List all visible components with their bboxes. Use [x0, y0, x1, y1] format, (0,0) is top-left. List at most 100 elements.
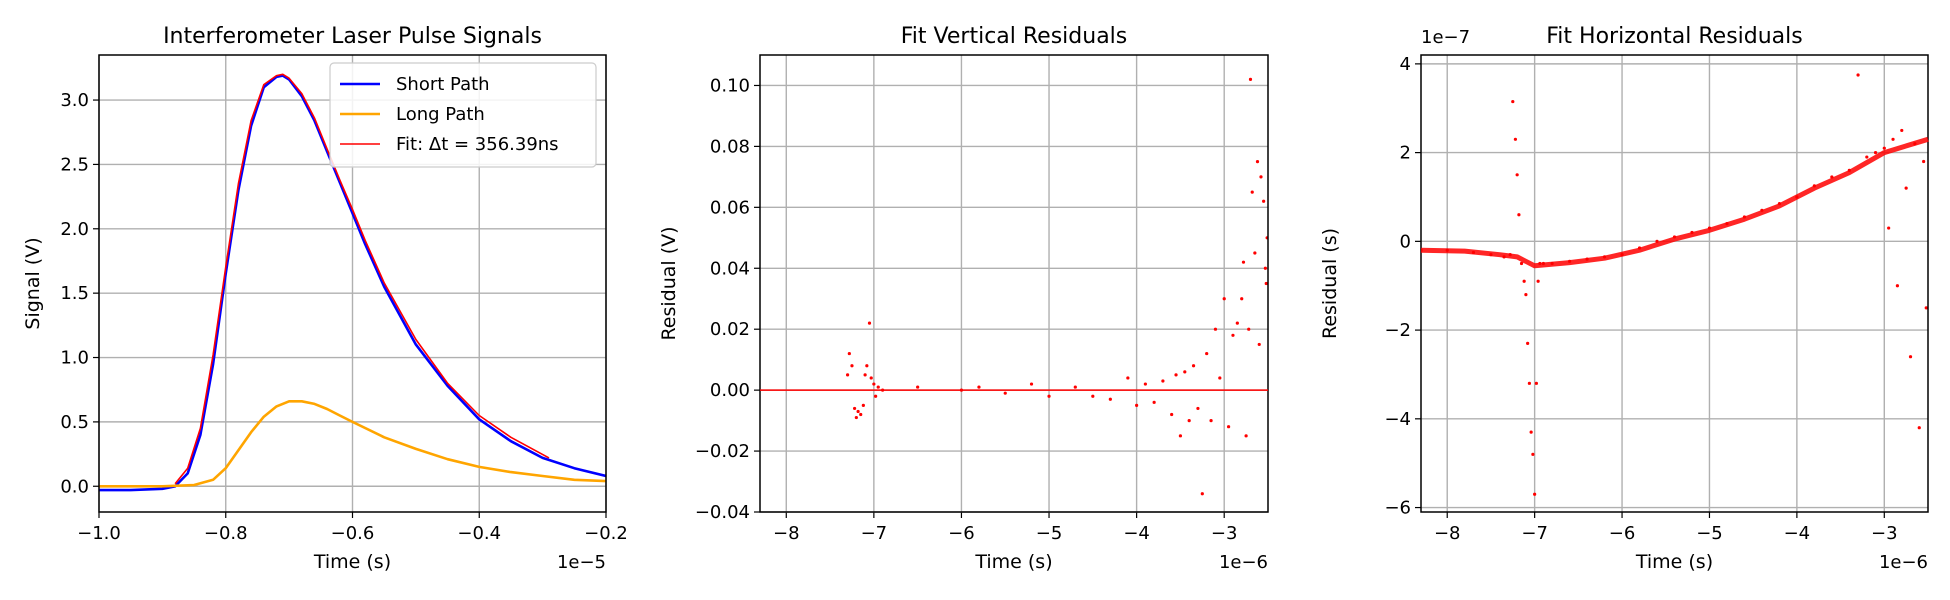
residual-point: [1191, 364, 1196, 368]
legend-entry: Long Path: [396, 104, 485, 125]
x-tick-label: −8: [773, 523, 800, 544]
residual-point: [1178, 434, 1183, 438]
residual-point: [1262, 199, 1266, 203]
axes-frame: [759, 54, 1269, 513]
x-tick-label: −4: [1123, 523, 1150, 544]
legend-entry: Short Path: [396, 74, 490, 95]
x-axis-label: Time (s): [313, 551, 391, 573]
x-tick-label: −5: [1036, 523, 1063, 544]
residual-point: [1213, 327, 1218, 331]
residual-point: [1511, 99, 1515, 104]
residual-point: [1218, 376, 1222, 380]
residual-point: [1900, 128, 1904, 133]
vertical-residuals-panel: −8 −7 −6 −5 −4 −3 −0.04 −0.02 0.00 0.02 0.04 0.06 0.…: [658, 24, 1269, 573]
x-tick-label: −6: [1609, 523, 1636, 544]
legend-entry: Fit: Δt = 356.39ns: [396, 134, 559, 155]
y-tick-label: 3.0: [60, 90, 89, 111]
residual-point: [1244, 434, 1248, 438]
residual-point: [916, 385, 920, 389]
data-layer: [99, 73, 606, 492]
x-tick-label: −4: [1784, 523, 1811, 544]
residual-point: [1108, 397, 1112, 401]
residual-point: [1029, 382, 1034, 386]
residual-point: [1209, 419, 1213, 423]
residual-point: [1205, 351, 1209, 356]
residual-point: [845, 373, 850, 377]
x-offset-label: 1e−6: [1219, 552, 1268, 573]
residual-point: [1259, 175, 1263, 179]
residual-point: [1231, 333, 1235, 337]
residual-point: [1527, 381, 1531, 385]
residual-point: [1152, 400, 1156, 404]
legend: Short Path Long Path Fit: Δt = 356.39ns: [329, 62, 597, 168]
residual-point: [1135, 403, 1139, 407]
residual-point: [977, 385, 981, 389]
x-tick-label: −0.2: [584, 523, 628, 544]
residual-point: [1161, 379, 1165, 383]
residual-point: [1248, 77, 1253, 81]
x-tick-label: −3: [1871, 523, 1898, 544]
residual-point: [1922, 159, 1926, 164]
residual-point: [854, 415, 858, 420]
y-tick-label: 0.00: [710, 380, 750, 401]
y-tick-label: 2: [1400, 143, 1411, 164]
residual-point: [1873, 151, 1878, 155]
residual-point: [1235, 321, 1239, 325]
residual-point: [1143, 382, 1147, 386]
residual-point: [1174, 373, 1178, 377]
residual-point: [876, 385, 880, 389]
chart-title: Fit Vertical Residuals: [901, 24, 1128, 49]
chart-title: Interferometer Laser Pulse Signals: [163, 24, 542, 49]
residual-point: [1917, 426, 1921, 430]
y-tick-label: 0.06: [710, 197, 750, 218]
y-tick-label: −4: [1384, 409, 1411, 430]
y-tick-label: 0.08: [710, 136, 750, 157]
x-axis-label: Time (s): [974, 551, 1052, 573]
data-layer: [1421, 73, 1928, 496]
residual-point: [1522, 279, 1526, 283]
residual-point: [1126, 376, 1130, 380]
residual-point: [1255, 160, 1260, 164]
pulse-signals-panel: −1.0 −0.8 −0.6 −0.4 −0.2 0.0 0.5 1.0 1.5 2.0 2.5 3.…: [22, 24, 628, 573]
x-offset-label: 1e−5: [557, 552, 606, 573]
residual-point: [1240, 297, 1244, 301]
x-axis-label: Time (s): [1635, 551, 1713, 573]
residual-point: [1257, 342, 1261, 347]
residual-point: [1517, 213, 1521, 217]
residual-point: [1534, 381, 1538, 385]
axes-frame: [98, 54, 607, 513]
residual-point: [869, 376, 873, 380]
x-tick-label: −5: [1696, 523, 1723, 544]
residual-point: [1882, 146, 1886, 150]
x-tick-label: −7: [1521, 523, 1548, 544]
axes-frame: [1420, 54, 1929, 513]
x-tick-label: −1.0: [77, 523, 121, 544]
residual-point: [1887, 226, 1891, 230]
y-tick-label: −6: [1384, 498, 1411, 519]
x-tick-label: −7: [861, 523, 888, 544]
horizontal-residuals-panel: −8 −7 −6 −5 −4 −3 −6 −4 −2 0 2 4 Fit Horizontal Resi…: [1319, 24, 1929, 573]
residual-point: [1531, 452, 1535, 456]
residual-point: [1515, 173, 1519, 177]
residual-point: [1253, 251, 1257, 255]
chart-title: Fit Horizontal Residuals: [1546, 24, 1802, 49]
residual-point: [1865, 155, 1869, 159]
residual-point: [1187, 419, 1191, 423]
y-tick-label: −0.02: [695, 441, 750, 462]
residual-point: [1529, 430, 1533, 434]
y-tick-label: 1.0: [60, 348, 89, 369]
residual-point: [1856, 73, 1860, 77]
residual-point: [863, 373, 867, 377]
residual-point: [1536, 279, 1540, 283]
residual-point: [874, 394, 878, 398]
y-axis-label: Residual (V): [658, 226, 680, 340]
legend-box: [329, 62, 597, 168]
residual-point: [1895, 284, 1900, 288]
series-line-long-path: [99, 399, 606, 488]
residual-point: [1250, 190, 1254, 194]
residual-point: [1524, 292, 1528, 297]
residual-point: [1924, 306, 1928, 310]
y-tick-label: −0.04: [695, 502, 750, 523]
residual-point: [1908, 355, 1913, 359]
